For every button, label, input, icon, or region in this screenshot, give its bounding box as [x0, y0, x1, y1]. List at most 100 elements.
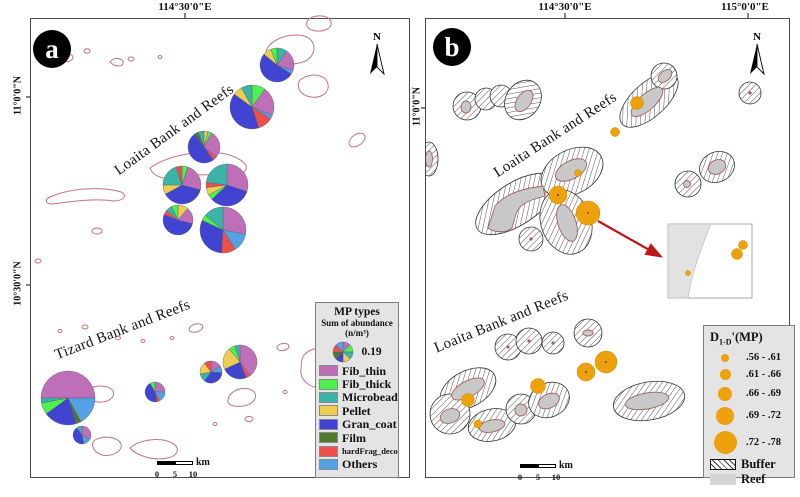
reef-label: Reef — [741, 472, 766, 486]
panel-a-badge: a — [33, 30, 71, 68]
legend-item-label: Fib_thick — [342, 377, 392, 392]
scalebar-tick: 5 — [172, 469, 178, 479]
north-arrow: N — [370, 31, 385, 76]
dot-center-mark — [556, 193, 560, 197]
fib-thin-swatch — [319, 365, 338, 377]
fib-thick-swatch — [319, 378, 338, 390]
legend-item-film: Film — [316, 431, 398, 444]
abundance-pie — [162, 165, 202, 205]
diversity-dot — [610, 127, 620, 137]
panel-a-letter: a — [45, 33, 59, 64]
inset-reef-area — [667, 223, 712, 299]
scalebar-b: km 0 5 10 — [517, 460, 573, 483]
legend-item-label: Film — [342, 430, 366, 445]
axis-label-a-top: 114°30'0"E — [158, 1, 212, 13]
abundance-pie-layer — [40, 47, 295, 445]
diversity-dot — [574, 169, 582, 177]
map-panel-a — [30, 18, 410, 478]
legend-item-fib-thick: Fib_thick — [316, 377, 398, 390]
size-dot — [719, 369, 731, 380]
panel-b-badge: b — [433, 28, 471, 66]
scalebar-white-segment — [175, 461, 193, 465]
inset-map — [667, 223, 753, 299]
legend-a-sample-row: 0.19 — [316, 340, 398, 363]
map-panel-b — [425, 18, 790, 478]
axis-label-b-left-1: 11°0'0"N — [411, 87, 423, 126]
diversity-dot — [530, 378, 546, 394]
size-dot — [713, 430, 737, 454]
legend-diversity: D1-D'(MP) .56 - .61 .61 - .66 .66 - .69 … — [703, 325, 795, 486]
abundance-pie — [259, 47, 295, 83]
legend-item-label: Gran_coat — [342, 417, 397, 432]
size-dot — [721, 353, 729, 362]
microbead-swatch — [319, 391, 338, 403]
gran-coat-swatch — [319, 418, 338, 430]
abundance-pie — [187, 130, 221, 164]
legend-mp-types: MP types Sum of abundance (n/m³) 0.19 Fi… — [315, 302, 399, 478]
scalebar-black-segment — [157, 461, 175, 465]
abundance-pie — [229, 84, 275, 130]
legend-item-pellet: Pellet — [316, 404, 398, 417]
svg-text:N: N — [373, 31, 381, 43]
size-class-label: .66 - .69 — [746, 388, 781, 399]
scalebar-unit: km — [559, 460, 573, 471]
scalebar-tick: 0 — [154, 469, 160, 479]
scalebar-black-segment — [520, 464, 538, 468]
legend-item-label: Others — [342, 457, 378, 472]
abundance-pie — [40, 370, 96, 426]
legend-a-subtitle-2: (n/m³) — [345, 327, 369, 338]
abundance-pie — [72, 425, 92, 445]
diversity-dot — [731, 248, 743, 260]
axis-label-a-left-2: 10°30'0"N — [12, 261, 24, 306]
abundance-pie — [205, 163, 249, 207]
legend-buffer-row: Buffer — [710, 457, 794, 472]
diversity-dot — [473, 419, 483, 429]
axis-ticks — [26, 13, 749, 286]
size-class-row: .61 - .66 — [710, 366, 794, 384]
dot-center-mark — [584, 370, 588, 374]
legend-b-title-d: D — [710, 330, 720, 344]
others-swatch — [319, 458, 338, 470]
panel-b-letter: b — [444, 31, 460, 62]
legend-item-label: Fib_thin — [342, 363, 387, 378]
svg-text:N: N — [753, 31, 761, 43]
legend-item-fib-thin: Fib_thin — [316, 364, 398, 377]
abundance-pie — [222, 344, 258, 380]
legend-item-label: hardFrag_deco — [342, 446, 398, 457]
size-dot — [718, 386, 732, 401]
axis-label-a-left-1: 11°0'0"N — [12, 76, 24, 115]
scalebar-ticks: 0 5 10 — [154, 468, 197, 479]
pellet-swatch — [319, 405, 338, 417]
legend-b-title-rest: '(MP) — [731, 330, 763, 344]
abundance-pie — [144, 381, 166, 403]
abundance-pie — [199, 206, 247, 254]
hardfrag-swatch — [319, 445, 338, 457]
reef-swatch — [710, 474, 736, 485]
axis-label-b-top-1: 114°30'0"E — [538, 1, 592, 13]
sample-abundance-value: 0.19 — [361, 345, 382, 358]
scalebar-tick: 10 — [551, 472, 561, 482]
reef-core-layer — [426, 69, 752, 433]
size-class-label: .72 - .78 — [746, 436, 781, 448]
legend-a-subtitle-1: Sum of abundance — [321, 318, 393, 328]
legend-item-others: Others — [316, 458, 398, 471]
size-class-row: .66 - .69 — [710, 384, 794, 404]
legend-reef-row: Reef — [710, 472, 794, 487]
legend-item-gran-coat: Gran_coat — [316, 418, 398, 431]
buffer-label: Buffer — [741, 457, 776, 471]
abundance-pie — [199, 360, 223, 384]
scalebar-ticks: 0 5 10 — [517, 471, 560, 482]
axis-label-b-top-2: 115°0'0"E — [721, 1, 769, 13]
legend-item-label: Microbead — [342, 390, 398, 405]
scalebar-white-segment — [538, 464, 556, 468]
buffer-swatch — [710, 459, 736, 470]
scalebar-tick: 0 — [517, 472, 523, 482]
legend-item-microbead: Microbead — [316, 391, 398, 404]
size-class-row: .72 - .78 — [710, 428, 794, 457]
legend-item-label: Pellet — [342, 403, 371, 418]
size-class-row: .69 - .72 — [710, 404, 794, 428]
dot-center-mark — [604, 360, 608, 364]
north-arrow: N — [750, 31, 765, 76]
size-dot — [716, 406, 734, 425]
